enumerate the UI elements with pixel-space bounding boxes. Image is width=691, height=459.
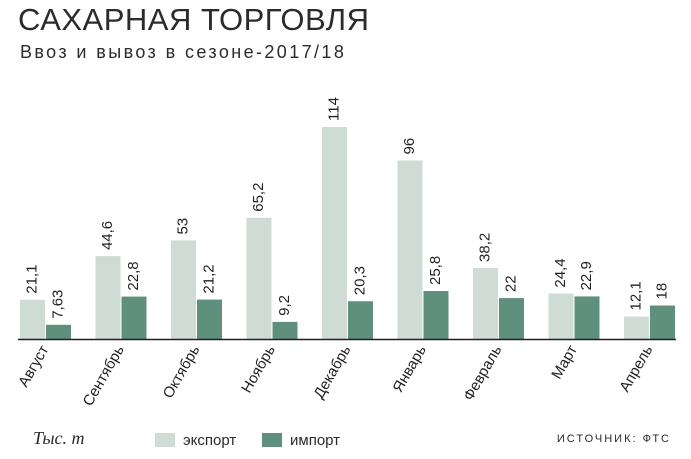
- import-value-label-5: 25,8: [427, 256, 444, 285]
- export-bar-2: [171, 240, 196, 339]
- unit-label: Тыс. т: [33, 428, 85, 448]
- legend-import-label: импорт: [290, 431, 341, 449]
- import-bar-3: [272, 321, 298, 339]
- import-value-label-1: 22,8: [125, 261, 142, 290]
- import-value-label-7: 22,9: [578, 261, 595, 290]
- export-value-label-7: 24,4: [552, 258, 569, 287]
- x-tick-label-0: Август: [15, 342, 52, 390]
- import-bar-2: [197, 299, 222, 339]
- import-bar-5: [423, 291, 449, 339]
- x-tick-label-2: Октябрь: [160, 342, 204, 401]
- x-tick-label-6: Февраль: [460, 342, 505, 403]
- export-bar-4: [322, 127, 347, 339]
- chart-subtitle: Ввоз и вывоз в сезоне-2017/18: [20, 42, 347, 62]
- export-value-label-0: 21,1: [23, 265, 40, 294]
- x-tick-label-5: Январь: [389, 342, 430, 395]
- export-value-label-3: 65,2: [250, 183, 267, 212]
- export-bar-8: [624, 316, 649, 339]
- export-value-label-1: 44,6: [99, 221, 116, 250]
- export-value-label-6: 38,2: [476, 233, 493, 262]
- import-value-label-2: 21,2: [200, 264, 217, 293]
- export-bar-0: [20, 299, 45, 339]
- legend-export-label: экспорт: [183, 431, 237, 449]
- legend-export-swatch: [155, 433, 175, 447]
- export-bar-6: [473, 267, 498, 339]
- chart-title: САХАРНАЯ ТОРГОВЛЯ: [18, 2, 370, 37]
- export-value-label-4: 114: [325, 97, 342, 121]
- import-value-label-3: 9,2: [276, 295, 293, 316]
- x-tick-label-8: Апрель: [616, 342, 656, 395]
- import-bar-1: [121, 296, 147, 339]
- legend-import: импорт: [262, 431, 340, 449]
- legend-export: экспорт: [155, 431, 236, 449]
- import-bar-6: [499, 298, 524, 339]
- export-value-label-8: 12,1: [627, 281, 644, 310]
- import-bar-8: [650, 305, 675, 339]
- export-bar-1: [95, 256, 121, 339]
- x-tick-label-3: Ноябрь: [238, 342, 279, 396]
- x-tick-label-7: Март: [548, 342, 581, 382]
- import-bar-7: [574, 296, 600, 339]
- x-tick-label-1: Сентябрь: [80, 342, 128, 409]
- export-bar-5: [397, 160, 423, 339]
- import-bar-0: [46, 324, 71, 339]
- import-value-label-8: 18: [653, 283, 670, 300]
- import-value-label-4: 20,3: [351, 266, 368, 295]
- x-tick-label-4: Декабрь: [310, 342, 354, 401]
- export-value-label-5: 96: [401, 138, 418, 155]
- legend-import-swatch: [262, 433, 282, 447]
- export-bar-7: [548, 293, 574, 339]
- import-value-label-0: 7,63: [49, 290, 66, 319]
- export-value-label-2: 53: [174, 218, 191, 235]
- export-bar-3: [246, 217, 272, 339]
- import-value-label-6: 22: [502, 275, 519, 292]
- import-bar-4: [348, 301, 373, 339]
- source-label: ИСТОЧНИК: ФТС: [556, 433, 671, 445]
